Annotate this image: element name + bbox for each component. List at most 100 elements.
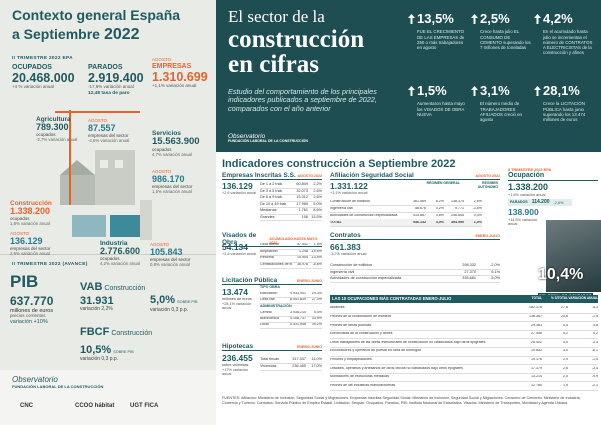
table-row: Encofradores y operarios de puesta en ob… — [330, 347, 598, 357]
vab-share: 5,0% SOBRE PIB variación 0,3 p.p. — [150, 290, 210, 313]
table-cell: Edificación — [260, 292, 278, 296]
table-cell: 13,5% — [311, 214, 322, 219]
table-row: Peones de la construcción de edificios 13… — [330, 313, 598, 323]
section-label: II TRIMESTRE 2022 (AVANCE) — [12, 262, 162, 267]
section-value: 13.474 millones de euros +28,1% variación … — [222, 287, 258, 310]
share-label: SOBRE PIB — [177, 300, 198, 304]
table-cell: -1,9 — [591, 314, 598, 318]
table-cell: -9,9 — [591, 375, 598, 379]
table-cell: 1,9 — [563, 383, 568, 387]
table-cell: 27,6 — [561, 306, 568, 310]
share-value: 10,4% — [538, 266, 584, 283]
table-cell: 4.933,901 — [290, 292, 306, 296]
table-cell: TOTAL — [330, 220, 342, 224]
sector-name: AGOSTO — [10, 231, 30, 236]
sector-unit: ocupados — [100, 256, 120, 262]
sector-block: Industria 2.776.600 ocupados 4,2% variación… — [100, 240, 162, 267]
table-cell: Central — [260, 311, 272, 315]
section-header: Visados de Obra ACUMULADO HASTA MAYO 2022 — [222, 232, 322, 248]
table-cell: 0,4% — [473, 213, 482, 217]
sector-name: AGOSTO — [150, 242, 170, 247]
highlight-value: 2,5% — [480, 11, 510, 26]
table-cell: De 10 a 49 trab. — [260, 201, 288, 206]
section-period: ENERO-JUNIO — [297, 279, 322, 284]
sector-change: 1,8% variación anual — [10, 220, 50, 226]
pib-change: variación +10% — [10, 318, 48, 325]
table-cell: 0,2% — [435, 206, 444, 210]
logo-org: FUNDACIÓN LABORAL DE LA CONSTRUCCIÓN — [12, 383, 104, 389]
partner-name: UGT FICA — [130, 403, 159, 409]
share-label: SOBRE PIB — [113, 349, 134, 354]
ocupacion-block: II TRIMESTRE 2022 EPA Ocupación 1.338.200 +… — [508, 168, 598, 226]
table-cell: 4,4 — [563, 323, 568, 327]
sector-name: AGOSTO — [152, 169, 172, 174]
table-cell: 1.761 — [298, 208, 308, 213]
highlight-line: 13,5% — [408, 11, 468, 26]
vab-label: VAB — [80, 281, 103, 293]
logo-block: Observatorio FUNDACIÓN LABORAL DE LA CONS… — [12, 375, 122, 389]
sector-block: Construcción 1.338.200 ocupados 1,8% variac… — [10, 200, 72, 227]
section-header: Licitación Pública ENERO-JUNIO — [222, 277, 322, 286]
share-change: variación 0,3 p.p. — [80, 356, 119, 363]
parados-row: PARADOS 114.200 -2,6% — [508, 198, 572, 207]
sector-name: Servicios — [152, 130, 181, 137]
table-cell: 394.990 — [451, 220, 464, 224]
table-cell: De 1 a 2 trab. — [260, 182, 284, 187]
table-row: Pintores y empapeladores 19.176 2,9 -1,5 — [330, 356, 598, 366]
table-cell: Total fincas — [260, 357, 279, 362]
table-cell: -6,6% — [312, 262, 322, 266]
table-cell: 27.370 — [464, 269, 476, 274]
column-header: TOTAL — [531, 296, 542, 301]
highlight-line: 1,5% — [408, 83, 468, 98]
table-cell: De 3 a 5 trab. — [260, 188, 284, 193]
stat-label: PARADOS — [88, 64, 123, 71]
table-row: Actividades de construcción especializad… — [330, 275, 500, 283]
section-title: Ocupación — [508, 172, 598, 181]
title: Indicadores construcción a Septiembre 20… — [222, 158, 456, 170]
table-cell: Medianas — [260, 208, 277, 213]
stat-rate: 12,48 tasa de paro — [88, 91, 130, 97]
table-cell: 4.106,737 — [290, 317, 306, 321]
table-cell: Local — [260, 323, 269, 327]
pib-value: 637.770 — [10, 293, 54, 308]
highlight-text: Crece la LICITACIÓN PÚBLICA hasta junio … — [543, 101, 586, 123]
table-row: Autonómica 4.106,737 33,9% — [260, 316, 322, 323]
indicators-panel: Indicadores construcción a Septiembre 20… — [216, 152, 601, 425]
section-period: AGOSTO 2022 — [297, 174, 322, 179]
table-row: Ingeniería civil 58.676 0,2% 9.771 -3,5% — [330, 205, 482, 213]
change: +2,6 variación anual — [222, 191, 257, 196]
table-cell: 8.541,839 — [290, 298, 306, 302]
highlight: 13,5% FUE EL CRECIMIENTO DE LAS EMPRESAS … — [408, 11, 468, 51]
group-label: ADMINISTRACIÓN — [260, 304, 320, 309]
stat: AGOSTO EMPRESAS 1.310.699 +1,1% variación a… — [152, 57, 216, 89]
group-label: TIPO OBRA — [260, 285, 320, 290]
table-cell: 32.073 — [296, 188, 308, 193]
label: II TRIMESTRE 2022 (AVANCE) — [12, 262, 88, 267]
table-cell: 12.780 — [531, 383, 542, 387]
women-change: +14,5% variación anual — [508, 217, 538, 226]
parados-value: 114.200 — [531, 198, 550, 205]
title-line: a Septiembre 2022 — [12, 26, 212, 44]
highlight-value: 3,1% — [480, 83, 510, 98]
highlight-line: 28,1% — [534, 83, 594, 98]
table-cell: 3.936,210 — [290, 311, 306, 315]
arrow-icon — [471, 86, 478, 97]
sector-value: 87.557 — [88, 122, 116, 133]
table-cell: -13,9% — [310, 256, 322, 260]
change: -3,2% variación anual — [330, 252, 367, 257]
table-cell: 58.676 — [415, 206, 426, 210]
sources: FUENTES: Afiliación: Ministerio de Inclu… — [222, 396, 596, 424]
table-cell: -5,1 — [591, 306, 598, 310]
value: 1.338.200 — [508, 181, 549, 192]
highlight-text: FUE EL CRECIMIENTO DE LAS EMPRESAS de 25… — [417, 29, 465, 51]
section-header: Contratos ENERO-JULIO — [330, 232, 500, 241]
table-cell: Certificaciones de fin de obra — [260, 262, 292, 266]
table-cell: Autonómica — [260, 317, 279, 321]
table-cell: Peones de obras públicas — [330, 323, 372, 327]
share-change: variación 0,3 p.p. — [150, 306, 189, 313]
table-cell: 515.887 — [413, 213, 426, 217]
parados-change: -2,6% — [553, 200, 564, 205]
table-cell: -3,3 — [591, 340, 598, 344]
